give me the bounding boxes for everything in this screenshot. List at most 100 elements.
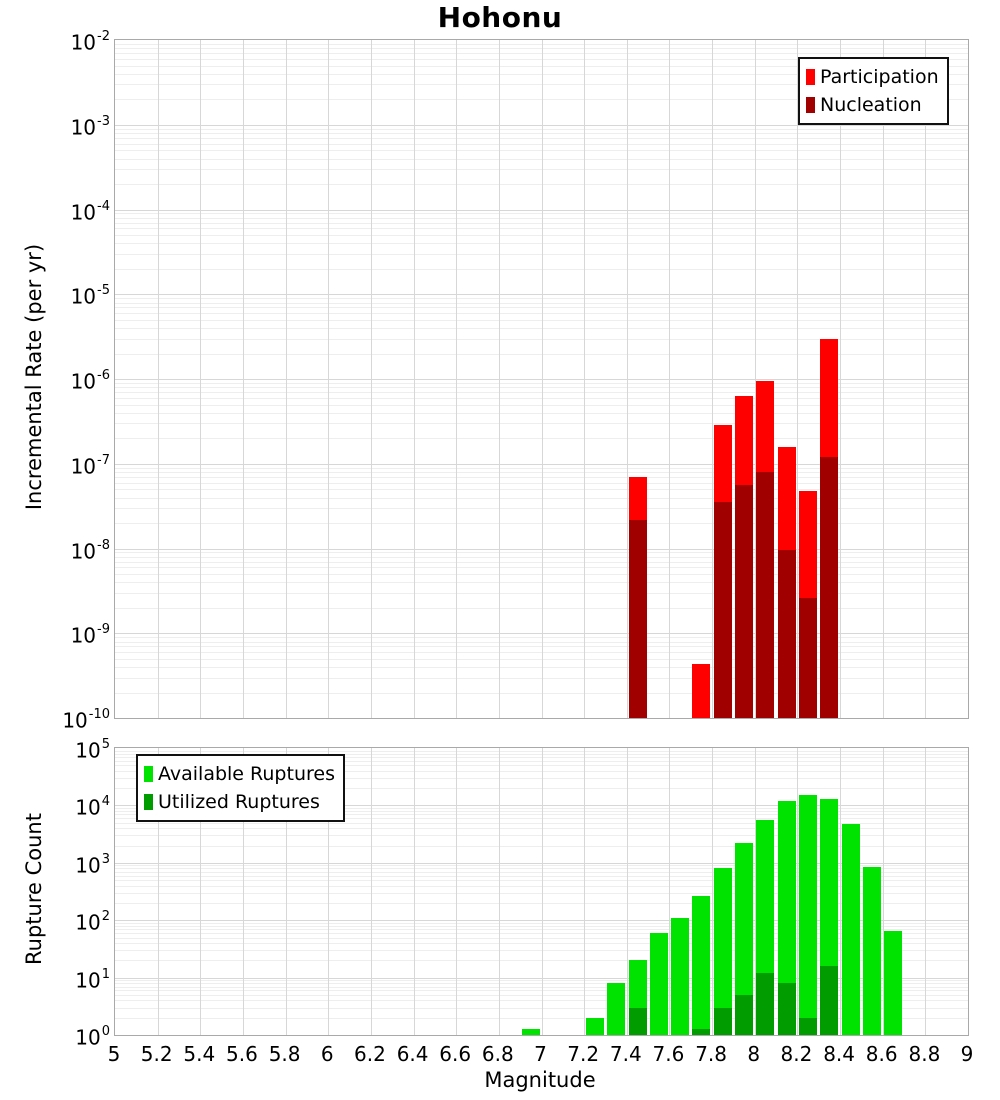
x-gridline: [584, 748, 586, 1035]
x-tick-label: 7.8: [695, 1042, 727, 1066]
legend-label-available: Available Ruptures: [158, 763, 335, 785]
x-tick-label: 5.6: [225, 1042, 258, 1066]
x-gridline: [541, 748, 543, 1035]
x-tick-label: 6.8: [481, 1042, 514, 1066]
x-gridline: [754, 40, 756, 718]
available-ruptures-bar: [841, 823, 860, 1035]
available-ruptures-bar: [692, 896, 711, 1035]
nucleation-bar: [628, 519, 647, 718]
x-gridline: [328, 748, 330, 1035]
x-tick-label: 7: [534, 1042, 547, 1066]
legend-item-participation: Participation: [806, 63, 939, 91]
available-ruptures-bar: [649, 932, 668, 1035]
x-gridline: [157, 40, 159, 718]
x-gridline: [584, 40, 586, 718]
legend-item-nucleation: Nucleation: [806, 91, 939, 119]
x-gridline: [712, 40, 714, 718]
y-axis-title-count: Rupture Count: [22, 813, 46, 965]
available-ruptures-bar: [884, 930, 903, 1035]
x-gridline: [925, 748, 927, 1035]
x-gridline: [200, 748, 202, 1035]
y-tick-label: 10-10: [62, 707, 110, 733]
y-tick-label: 101: [75, 966, 110, 993]
x-axis-title: Magnitude: [484, 1068, 596, 1092]
x-gridline: [456, 748, 458, 1035]
x-gridline: [626, 748, 628, 1035]
y-tick-label: 10-8: [70, 537, 110, 564]
x-gridline: [157, 748, 159, 1035]
x-gridline: [328, 40, 330, 718]
y-tick-label: 10-9: [70, 622, 110, 648]
available-ruptures-bar: [713, 868, 732, 1035]
x-gridline: [541, 40, 543, 718]
nucleation-bar: [777, 549, 796, 718]
y-tick-label: 10-2: [70, 29, 110, 55]
x-tick-label: 7.2: [567, 1042, 600, 1066]
available-ruptures-swatch-icon: [144, 766, 153, 782]
x-tick-label: 6: [320, 1042, 334, 1066]
available-ruptures-bar: [585, 1017, 604, 1035]
participation-bar: [692, 663, 711, 718]
utilized-ruptures-bar: [735, 994, 754, 1035]
y-tick-label: 10-4: [70, 198, 110, 225]
available-ruptures-bar: [607, 983, 626, 1035]
y-tick-label: 105: [75, 737, 110, 763]
x-gridline: [370, 748, 372, 1035]
x-tick-label: 6.2: [353, 1042, 386, 1066]
x-tick-label: 7.6: [652, 1042, 685, 1066]
legend-label-utilized: Utilized Ruptures: [158, 791, 320, 813]
y-tick-label: 103: [75, 851, 110, 878]
x-gridline: [498, 40, 500, 718]
x-gridline: [882, 40, 884, 718]
x-gridline: [669, 748, 671, 1035]
utilized-ruptures-bar: [628, 1007, 647, 1035]
available-ruptures-bar: [735, 843, 754, 1035]
participation-swatch-icon: [806, 69, 815, 85]
x-gridline: [242, 748, 244, 1035]
available-ruptures-bar: [521, 1029, 540, 1035]
legend-item-utilized: Utilized Ruptures: [144, 788, 335, 816]
x-gridline: [498, 748, 500, 1035]
x-gridline: [669, 40, 671, 718]
utilized-ruptures-swatch-icon: [144, 794, 153, 810]
available-ruptures-bar: [799, 795, 818, 1035]
nucleation-swatch-icon: [806, 97, 815, 113]
utilized-ruptures-bar: [777, 983, 796, 1035]
available-ruptures-bar: [671, 917, 690, 1035]
x-tick-label: 8.8: [908, 1042, 941, 1066]
y-tick-label: 10-6: [70, 368, 110, 394]
nucleation-bar: [713, 502, 732, 718]
x-gridline: [712, 748, 714, 1035]
nucleation-bar: [735, 485, 754, 718]
x-tick-label: 8: [747, 1042, 761, 1066]
x-tick-label: 8.2: [780, 1042, 813, 1066]
nucleation-bar: [799, 598, 818, 718]
x-gridline: [242, 40, 244, 718]
y-tick-label: 104: [75, 794, 110, 821]
legend-rate: Participation Nucleation: [798, 57, 949, 125]
chart-title: Hohonu: [437, 1, 563, 34]
x-tick-label: 6.4: [396, 1042, 429, 1066]
x-tick-label: 5.2: [140, 1042, 173, 1066]
x-tick-label: 5: [107, 1042, 121, 1066]
utilized-ruptures-bar: [713, 1007, 732, 1035]
utilized-ruptures-bar: [692, 1029, 711, 1035]
utilized-ruptures-bar: [756, 973, 775, 1035]
y-tick-label: 10-3: [70, 113, 110, 140]
x-tick-label: 7.4: [609, 1042, 642, 1066]
x-gridline: [882, 748, 884, 1035]
legend-label-nucleation: Nucleation: [820, 94, 922, 116]
legend-count: Available Ruptures Utilized Ruptures: [136, 754, 345, 822]
x-tick-label: 5.4: [183, 1042, 216, 1066]
x-gridline: [456, 40, 458, 718]
x-gridline: [797, 748, 799, 1035]
y-tick-label: 102: [75, 909, 110, 935]
x-gridline: [413, 748, 415, 1035]
x-tick-label: 8.4: [823, 1042, 855, 1066]
x-tick-label: 8.6: [865, 1042, 898, 1066]
y-tick-label: 100: [75, 1024, 110, 1050]
x-gridline: [840, 748, 842, 1035]
nucleation-bar: [820, 457, 839, 718]
x-gridline: [285, 40, 287, 718]
x-gridline: [370, 40, 372, 718]
